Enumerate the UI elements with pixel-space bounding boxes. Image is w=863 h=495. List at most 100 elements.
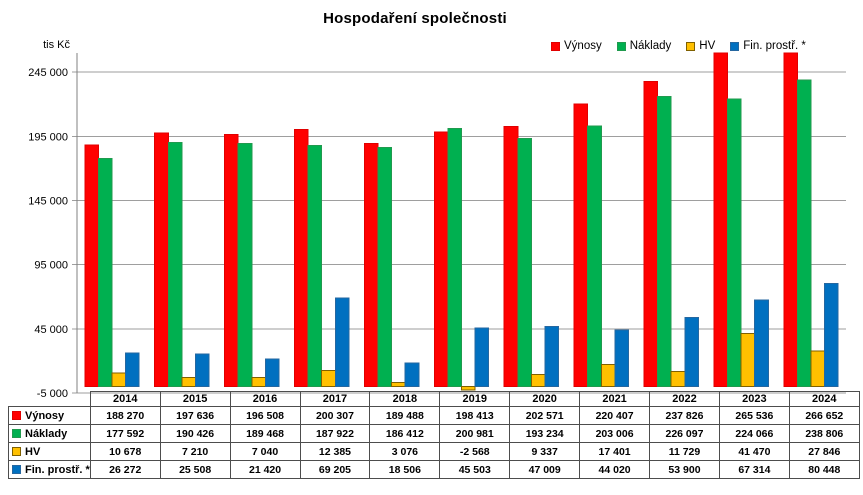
bar-n-klady-2017 — [307, 144, 323, 388]
bar-v-nosy-2020 — [503, 126, 519, 388]
table-value-cell: 189 468 — [229, 424, 301, 443]
table-value-cell: 193 234 — [509, 424, 581, 443]
table-row-label: Výnosy — [8, 406, 91, 425]
bar-plot: 245 000 195 000 145 000 95 000 45 000 -5 000 — [28, 52, 846, 400]
bar-fin-prost--2014 — [125, 352, 140, 388]
bar-hv-2020 — [530, 374, 546, 388]
bar-fin-prost--2016 — [264, 358, 280, 388]
bar-hv-2024 — [810, 350, 826, 388]
bar-n-klady-2014 — [97, 158, 113, 388]
y-tick-label: 95 000 — [34, 260, 68, 272]
bar-n-klady-2018 — [377, 146, 393, 388]
y-tick-label: 245 000 — [28, 67, 68, 79]
table-value-cell: 25 508 — [159, 460, 231, 479]
table-year-header: 2024 — [788, 391, 860, 407]
bar-hv-2015 — [181, 376, 196, 388]
table-value-cell: 26 272 — [89, 460, 161, 479]
table-row-label: HV — [8, 442, 91, 461]
table-year-header: 2018 — [369, 391, 441, 407]
legend-item-hv: HV — [686, 40, 715, 52]
table-row-label-text: Výnosy — [25, 409, 65, 422]
table-value-cell: 9 337 — [509, 442, 581, 461]
y-tick-label: 195 000 — [28, 131, 68, 143]
table-value-cell: 21 420 — [229, 460, 301, 479]
bar-fin-prost--2021 — [614, 329, 630, 388]
legend-label-naklady: Náklady — [629, 40, 672, 52]
table-value-cell: 186 412 — [369, 424, 441, 443]
legend: Výnosy Náklady HV Fin. prostř. * — [551, 40, 806, 52]
bar-v-nosy-2015 — [154, 132, 169, 388]
table-row-label-text: Fin. prostř. * — [25, 463, 90, 476]
table-value-cell: 11 729 — [649, 442, 720, 461]
bar-n-klady-2015 — [167, 141, 183, 388]
table-year-header: 2019 — [439, 391, 511, 407]
table-value-cell: 196 508 — [229, 406, 301, 425]
table-value-cell: 80 448 — [788, 460, 860, 479]
table-year-header: 2023 — [718, 391, 790, 407]
bar-n-klady-2022 — [657, 95, 672, 388]
bar-fin-prost--2020 — [544, 325, 560, 388]
table-value-cell: 202 571 — [509, 406, 581, 425]
bar-hv-2014 — [111, 372, 127, 388]
table-value-cell: 41 470 — [718, 442, 790, 461]
bar-hv-2018 — [391, 382, 406, 388]
table-row-label: Fin. prostř. * — [8, 460, 91, 479]
table-row-label-text: Náklady — [25, 427, 68, 440]
y-tick-label: 45 000 — [34, 324, 68, 336]
table-value-cell: 18 506 — [369, 460, 441, 479]
table-value-cell: 189 488 — [369, 406, 441, 425]
legend-key-hv-icon — [686, 41, 696, 51]
table-value-cell: 200 981 — [439, 424, 511, 443]
bar-v-nosy-2023 — [713, 52, 729, 388]
table-value-cell: 203 006 — [579, 424, 651, 443]
bar-v-nosy-2019 — [433, 131, 449, 388]
table-row-key-icon — [12, 447, 21, 456]
table-corner-cell — [9, 392, 91, 407]
legend-key-vynosy-icon — [551, 41, 560, 51]
table-body: Výnosy 188 270 197 636 196 508 200 307 189 48… — [8, 406, 860, 479]
table-year-header: 2016 — [229, 391, 301, 407]
bar-fin-prost--2018 — [404, 362, 420, 388]
table-value-cell: 67 314 — [718, 460, 790, 479]
y-tick-label: -5 000 — [37, 388, 68, 400]
bar-hv-2019 — [461, 386, 476, 391]
table-row-key-icon — [12, 429, 21, 438]
legend-key-naklady-icon — [616, 41, 626, 51]
table-value-cell: 238 806 — [788, 424, 860, 443]
bar-n-klady-2024 — [796, 79, 812, 388]
table-row: Výnosy 188 270 197 636 196 508 200 307 189 48… — [8, 406, 860, 425]
legend-label-vynosy: Výnosy — [564, 40, 602, 52]
bar-v-nosy-2016 — [224, 133, 239, 388]
bar-hv-2021 — [600, 363, 616, 388]
table-value-cell: 69 205 — [299, 460, 371, 479]
bar-v-nosy-2021 — [573, 103, 589, 388]
bar-v-nosy-2022 — [643, 80, 659, 388]
y-axis-title: tis Kč — [43, 39, 70, 51]
legend-item-fin-prostr: Fin. prostř. * — [730, 40, 806, 52]
table-value-cell: 237 826 — [649, 406, 720, 425]
table-year-header: 2014 — [89, 391, 161, 407]
table-value-cell: 17 401 — [579, 442, 651, 461]
bar-n-klady-2019 — [447, 128, 462, 388]
legend-key-fin-prostr-icon — [730, 41, 740, 51]
table-value-cell: 47 009 — [509, 460, 581, 479]
table-value-cell: 12 385 — [299, 442, 371, 461]
chart-title: Hospodaření společnosti — [323, 10, 507, 27]
table-value-cell: 3 076 — [369, 442, 441, 461]
table-year-header: 2017 — [299, 391, 371, 407]
bar-n-klady-2021 — [587, 125, 602, 388]
bar-n-klady-2023 — [727, 98, 742, 388]
table-value-cell: 265 536 — [718, 406, 790, 425]
table-row-label: Náklady — [8, 424, 91, 443]
table-value-cell: 53 900 — [649, 460, 720, 479]
bar-v-nosy-2018 — [363, 142, 379, 388]
table-row: Náklady 177 592 190 426 189 468 187 922 186 4… — [8, 424, 860, 443]
table-year-header: 2015 — [159, 391, 231, 407]
data-table: 2014 2015 2016 2017 2018 2019 2020 2021 2022 2023… — [8, 391, 860, 479]
table-value-cell: 198 413 — [439, 406, 511, 425]
bar-fin-prost--2023 — [754, 299, 769, 388]
table-year-header: 2021 — [579, 391, 651, 407]
table-value-cell: 266 652 — [788, 406, 860, 425]
table-value-cell: 224 066 — [718, 424, 790, 443]
